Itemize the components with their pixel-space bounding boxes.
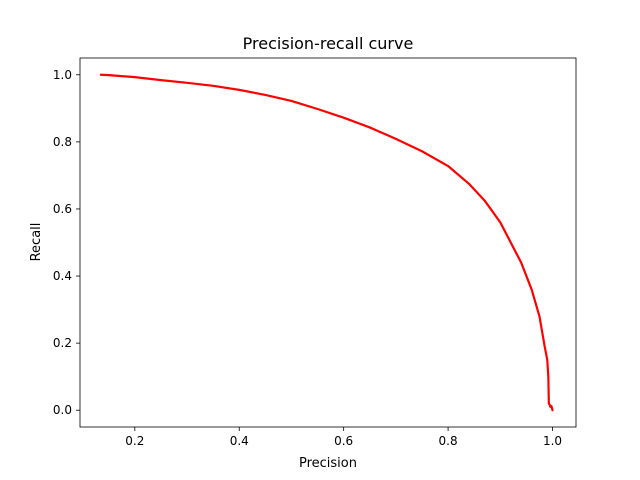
x-axis-ticks: 0.2 0.4 0.6 0.8 1.0 xyxy=(125,427,562,448)
y-tick-label: 0.0 xyxy=(53,403,72,417)
y-tick-label: 0.2 xyxy=(53,336,72,350)
y-tick-label: 0.8 xyxy=(53,135,72,149)
x-tick-label: 0.8 xyxy=(439,434,458,448)
x-tick-label: 0.4 xyxy=(230,434,249,448)
x-tick-label: 0.6 xyxy=(334,434,353,448)
y-tick-label: 0.6 xyxy=(53,202,72,216)
series-layer xyxy=(99,73,554,412)
plot-area xyxy=(79,57,577,428)
x-tick-label: 0.2 xyxy=(125,434,144,448)
x-tick-label: 1.0 xyxy=(543,434,562,448)
y-axis-label: Recall xyxy=(29,223,44,262)
chart-title: Precision-recall curve xyxy=(243,34,414,53)
plot-frame xyxy=(79,57,577,428)
y-axis-ticks: 0.0 0.2 0.4 0.6 0.8 1.0 xyxy=(53,68,80,417)
pr-curve-line xyxy=(99,73,554,412)
x-axis-label: Precision xyxy=(299,456,357,471)
y-tick-label: 1.0 xyxy=(53,68,72,82)
y-tick-label: 0.4 xyxy=(53,269,72,283)
